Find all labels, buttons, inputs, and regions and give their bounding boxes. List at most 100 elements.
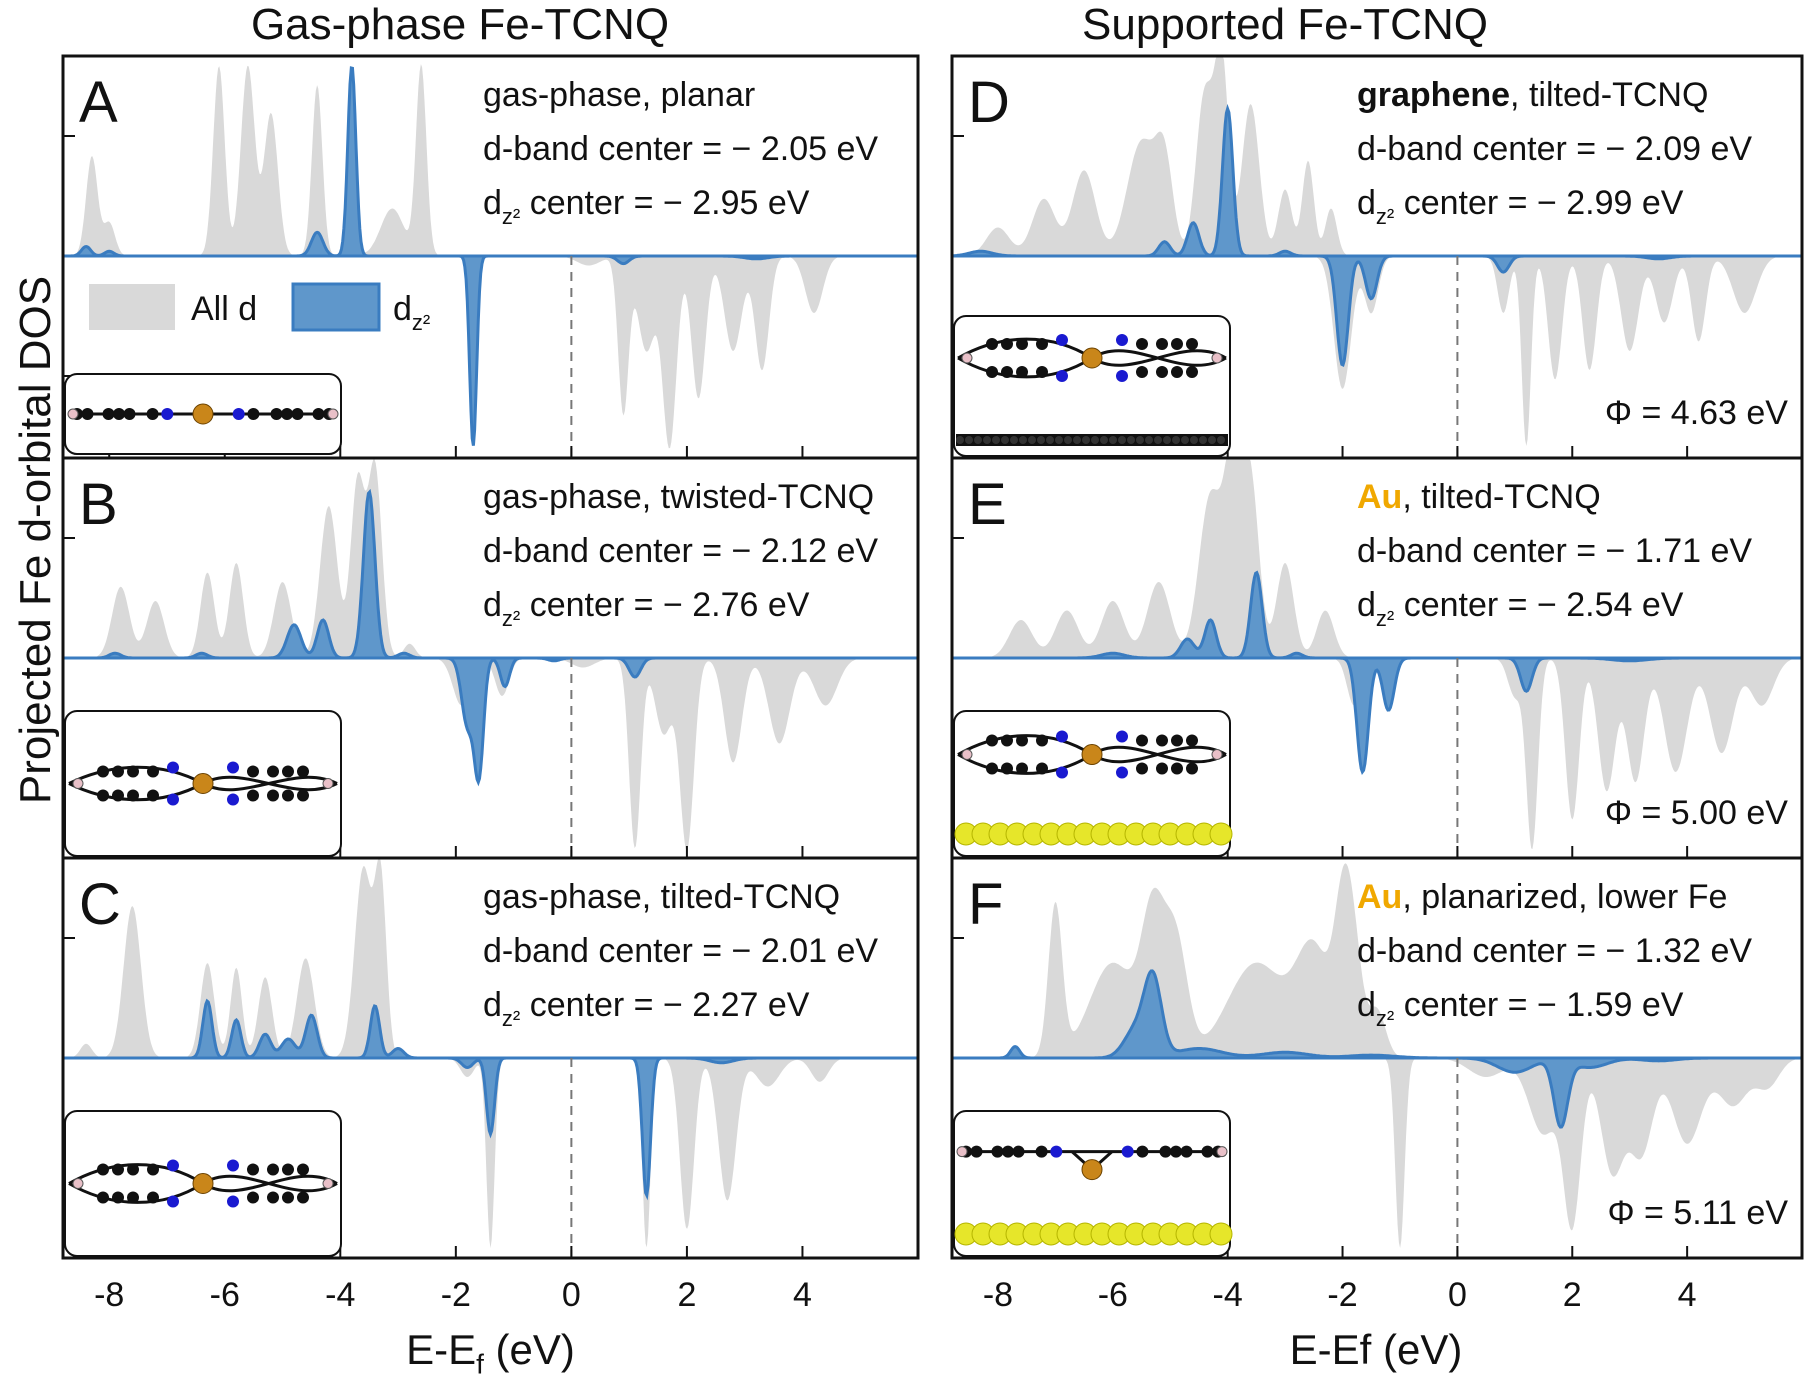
substrate-name: graphene: [1357, 76, 1510, 114]
atom: [1036, 366, 1048, 378]
atom: [247, 1191, 259, 1204]
atom: [297, 765, 309, 778]
geometry-description: , tilted-TCNQ: [1402, 478, 1600, 516]
atom: [97, 765, 109, 778]
panel-f: -8 -6 -4 -2 0 2 4 F Au, planarized, lower Fe d-ba…: [950, 856, 1804, 1314]
graphene-atom: [1154, 436, 1162, 444]
x-tick-label: -8: [983, 1276, 1013, 1314]
atom: [112, 765, 124, 778]
atom: [991, 1145, 1004, 1158]
atom: [282, 1163, 294, 1176]
all-d-spin-up-area: [952, 863, 1802, 1058]
molecule: [957, 334, 1227, 382]
atom: [267, 765, 279, 778]
dz2-symbol: d: [1357, 586, 1376, 624]
graphene-atom: [1163, 436, 1171, 444]
hydrogen-atom: [72, 778, 84, 789]
atom: [247, 765, 259, 778]
x-tick-label: 4: [793, 1276, 812, 1314]
hydrogen-atom: [1211, 749, 1223, 760]
geometry-description: , tilted-TCNQ: [1510, 76, 1708, 114]
graphene-atom: [1019, 436, 1027, 444]
atom: [127, 789, 139, 802]
atom: [1016, 338, 1028, 350]
dz2-spin-down-line: [63, 254, 918, 446]
hydrogen-atom: [1216, 1146, 1228, 1158]
molecule: [67, 403, 339, 425]
d-band-center-text: d-band center = − 2.05 eV: [483, 130, 878, 168]
atom: [267, 1191, 279, 1204]
x-tick-label: -2: [441, 1276, 471, 1314]
legend-dz2-subscript: z²: [412, 310, 430, 335]
fe-atom: [192, 773, 214, 794]
graphene-atom: [1064, 436, 1072, 444]
graphene-atom: [1181, 436, 1189, 444]
atom: [1001, 366, 1013, 378]
nitrogen-atom: [1056, 334, 1068, 346]
atom: [1035, 1145, 1048, 1158]
plot-area: [63, 459, 918, 858]
atom: [1136, 762, 1148, 775]
nitrogen-atom: [167, 793, 179, 806]
dz2-symbol: d: [483, 184, 502, 222]
graphene-atom: [1145, 436, 1153, 444]
atom: [986, 338, 998, 350]
atom: [123, 408, 136, 420]
dz2-center-text: dz² center = − 2.76 eV: [483, 586, 810, 631]
atom: [1136, 1145, 1149, 1158]
au-atom: [1209, 822, 1233, 846]
plot-area: [952, 863, 1802, 1258]
graphene-atom: [1127, 436, 1135, 444]
dz2-symbol: d: [1357, 986, 1376, 1024]
graphene-atom: [1109, 436, 1117, 444]
panel-title-line: gas-phase, twisted-TCNQ: [483, 478, 874, 516]
atom: [97, 1163, 109, 1176]
substrate-name: Au: [1357, 478, 1402, 516]
atom: [1186, 338, 1198, 350]
dz2-subscript: z²: [502, 606, 520, 631]
panel-title-line: gas-phase, planar: [483, 76, 755, 114]
nitrogen-atom: [167, 1159, 179, 1172]
atom: [1016, 734, 1028, 747]
nitrogen-atom: [1056, 730, 1068, 743]
nitrogen-atom: [1116, 730, 1128, 743]
legend-all-d-label: All d: [191, 290, 257, 328]
atom: [112, 1163, 124, 1176]
left-x-axis-label: E-Ef (eV): [63, 1326, 918, 1380]
d-band-center-text: d-band center = − 2.12 eV: [483, 532, 878, 570]
atom: [1121, 1145, 1134, 1158]
atom: [986, 762, 998, 775]
au-atom: [1209, 1222, 1233, 1246]
atom: [267, 1163, 279, 1176]
graphene-atom: [1010, 436, 1018, 444]
all-d-spin-down-area: [63, 658, 918, 850]
nitrogen-atom: [1056, 370, 1068, 382]
graphene-atom: [1037, 436, 1045, 444]
dz2-center-value: center = − 1.59 eV: [1394, 986, 1684, 1024]
atom: [297, 1191, 309, 1204]
all-d-spin-down-area: [952, 256, 1802, 446]
atom: [113, 408, 125, 420]
all-d-spin-down-area: [63, 1058, 918, 1249]
panel-letter: A: [79, 70, 118, 135]
atom: [1156, 734, 1168, 747]
atom: [986, 366, 998, 378]
panel-title-line: Au, planarized, lower Fe: [1357, 878, 1727, 916]
hydrogen-atom: [961, 749, 973, 760]
all-d-spin-down-area: [63, 256, 918, 449]
x-tick-label: -4: [325, 1276, 355, 1314]
plot-area: [63, 858, 918, 1258]
atom: [161, 408, 174, 420]
right-column-title: Supported Fe-TCNQ: [1082, 0, 1488, 49]
dz2-spin-up-area: [952, 970, 1802, 1058]
legend-dz2-symbol: d: [393, 290, 412, 328]
inset-frame: [953, 1110, 1231, 1257]
panel-letter: E: [968, 472, 1007, 537]
atom: [1171, 734, 1183, 747]
graphene-atom: [1082, 436, 1090, 444]
atom: [102, 408, 115, 420]
substrate-name: Au: [1357, 878, 1402, 916]
left-column-title: Gas-phase Fe-TCNQ: [250, 0, 670, 49]
fe-atom: [1081, 347, 1103, 369]
